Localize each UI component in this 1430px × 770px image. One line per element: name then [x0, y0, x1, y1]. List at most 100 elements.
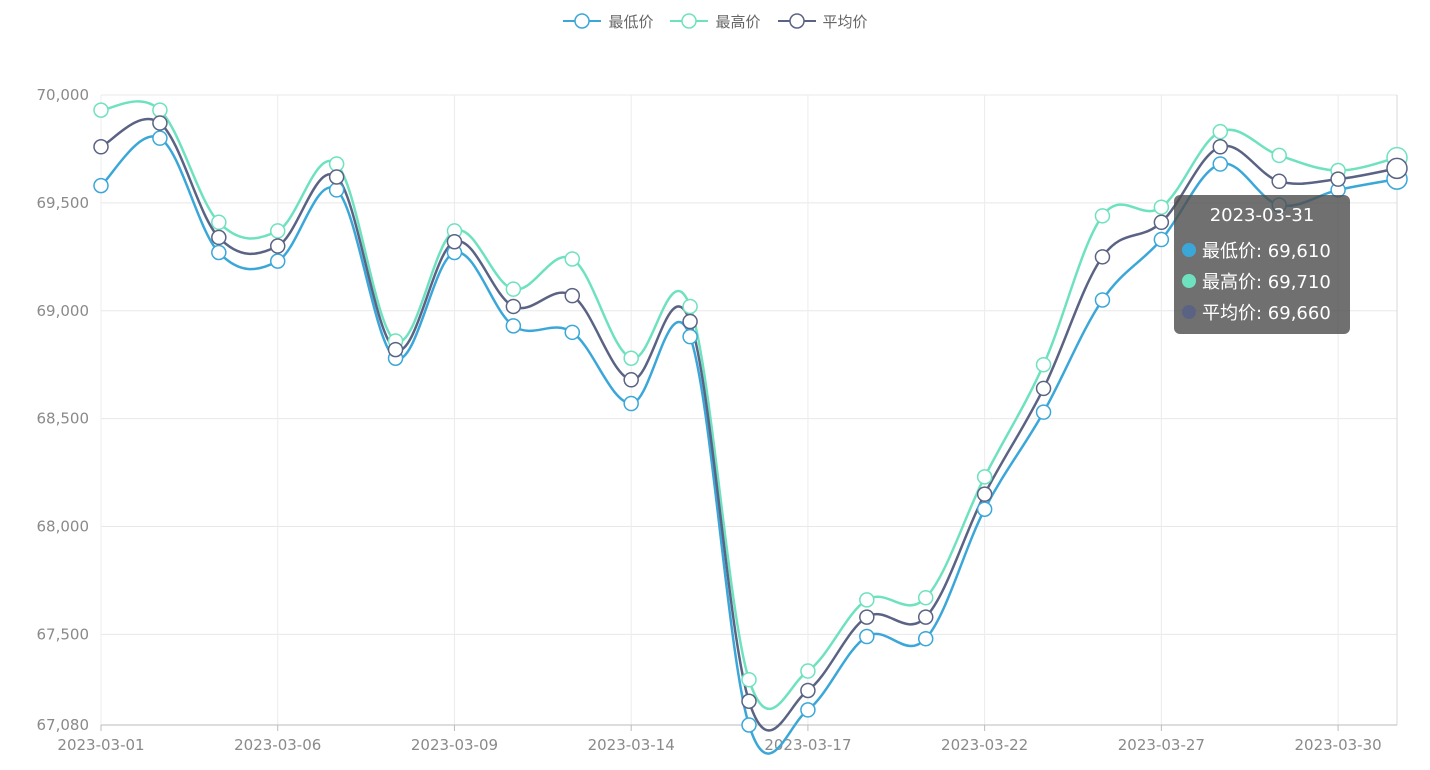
data-point[interactable] — [682, 298, 698, 315]
data-point[interactable] — [1212, 156, 1229, 172]
data-point[interactable] — [1330, 171, 1346, 187]
data-point[interactable] — [859, 628, 875, 645]
data-point[interactable] — [387, 341, 404, 358]
data-point[interactable] — [917, 589, 934, 606]
data-point[interactable] — [269, 238, 286, 254]
series-dot-icon — [1182, 273, 1196, 288]
y-tick-label: 68,000 — [37, 518, 90, 536]
data-point[interactable] — [976, 501, 993, 517]
data-point[interactable] — [741, 671, 757, 688]
tooltip-row-high: 最高价: 69,710 — [1182, 265, 1342, 296]
legend-item-low[interactable]: 最低价 — [562, 11, 653, 32]
data-point[interactable] — [800, 682, 816, 699]
tooltip-row-label: 平均价: 69,660 — [1202, 302, 1331, 324]
y-axis: 67,080 67,500 68,000 68,500 69,000 69,500 70,0… — [37, 86, 90, 734]
y-tick-label: 67,500 — [37, 625, 90, 643]
grid-lines — [100, 94, 1398, 726]
line-circle-icon — [563, 13, 602, 29]
data-point[interactable] — [623, 372, 639, 388]
x-tick-label: 2023-03-06 — [234, 736, 321, 754]
data-point[interactable] — [682, 313, 698, 330]
tooltip-row-label: 最高价: 69,710 — [1202, 271, 1331, 293]
data-point[interactable] — [211, 229, 227, 246]
data-point[interactable] — [1212, 139, 1229, 155]
data-point[interactable] — [1386, 157, 1408, 180]
y-tick-label: 68,500 — [37, 410, 90, 428]
legend-label: 平均价 — [822, 12, 868, 31]
data-point[interactable] — [564, 287, 581, 304]
x-axis: 2023-03-01 2023-03-06 2023-03-09 2023-03-14… — [57, 724, 1397, 754]
data-point[interactable] — [328, 182, 345, 198]
data-point[interactable] — [623, 395, 639, 412]
x-tick-label: 2023-03-27 — [1118, 736, 1205, 754]
data-point[interactable] — [1271, 173, 1287, 190]
data-point[interactable] — [446, 233, 463, 250]
y-tick-label: 69,000 — [37, 302, 90, 320]
legend: 最低价 最高价 平均价 — [0, 8, 1430, 34]
data-point[interactable] — [1153, 231, 1170, 248]
x-tick-label: 2023-03-22 — [941, 736, 1028, 754]
data-point[interactable] — [269, 253, 286, 269]
data-point[interactable] — [93, 177, 109, 194]
data-point[interactable] — [505, 281, 522, 297]
data-point[interactable] — [623, 350, 639, 366]
x-tick-label: 2023-03-09 — [411, 736, 498, 754]
data-point[interactable] — [682, 328, 698, 345]
line-circle-icon — [670, 13, 709, 29]
data-point[interactable] — [152, 115, 168, 131]
line-circle-icon — [777, 13, 816, 29]
legend-item-avg[interactable]: 平均价 — [777, 11, 868, 32]
data-point[interactable] — [505, 318, 522, 334]
data-point[interactable] — [976, 486, 993, 502]
series-dot-icon — [1182, 304, 1196, 319]
data-point[interactable] — [1035, 380, 1052, 397]
data-point[interactable] — [152, 130, 168, 146]
data-point[interactable] — [1271, 147, 1287, 164]
tooltip-row-low: 最低价: 69,610 — [1182, 234, 1342, 265]
data-point[interactable] — [800, 702, 816, 718]
data-point[interactable] — [1094, 249, 1111, 265]
data-point[interactable] — [1094, 208, 1111, 224]
data-point[interactable] — [211, 244, 227, 261]
legend-label: 最低价 — [608, 12, 654, 31]
data-point[interactable] — [1094, 292, 1111, 308]
data-point[interactable] — [976, 469, 993, 485]
data-point[interactable] — [564, 251, 581, 267]
data-point[interactable] — [741, 693, 757, 710]
data-point[interactable] — [917, 609, 934, 625]
data-point[interactable] — [1153, 199, 1170, 215]
data-point[interactable] — [564, 324, 581, 341]
y-tick-label: 67,080 — [37, 716, 90, 734]
data-point[interactable] — [328, 156, 345, 172]
x-tick-label: 2023-03-17 — [764, 736, 851, 754]
data-point[interactable] — [1035, 356, 1052, 373]
data-point[interactable] — [269, 223, 286, 239]
data-point[interactable] — [741, 717, 757, 733]
legend-item-high[interactable]: 最高价 — [669, 11, 761, 32]
data-point[interactable] — [800, 663, 816, 679]
series-line — [100, 100, 1398, 710]
series-dot-icon — [1182, 242, 1196, 257]
tooltip-row-avg: 平均价: 69,660 — [1182, 296, 1342, 327]
data-point[interactable] — [917, 630, 934, 647]
y-tick-label: 69,500 — [37, 194, 90, 212]
data-point[interactable] — [211, 214, 227, 231]
series-points — [93, 102, 1408, 733]
legend-label: 最高价 — [715, 12, 761, 31]
x-tick-label: 2023-03-30 — [1294, 736, 1381, 754]
data-point[interactable] — [1212, 123, 1229, 140]
data-point[interactable] — [152, 102, 168, 118]
data-point[interactable] — [93, 139, 109, 155]
y-tick-label: 70,000 — [37, 86, 90, 104]
tooltip: 2023-03-31 最低价: 69,610 最高价: 69,710 平均价: … — [1174, 195, 1350, 334]
data-point[interactable] — [328, 169, 345, 185]
data-point[interactable] — [93, 102, 109, 118]
data-point[interactable] — [505, 298, 522, 315]
data-point[interactable] — [1153, 214, 1170, 231]
data-point[interactable] — [859, 609, 875, 625]
data-point[interactable] — [1035, 404, 1052, 420]
tooltip-row-label: 最低价: 69,610 — [1202, 240, 1331, 262]
x-tick-label: 2023-03-14 — [588, 736, 675, 754]
data-point[interactable] — [859, 592, 875, 608]
